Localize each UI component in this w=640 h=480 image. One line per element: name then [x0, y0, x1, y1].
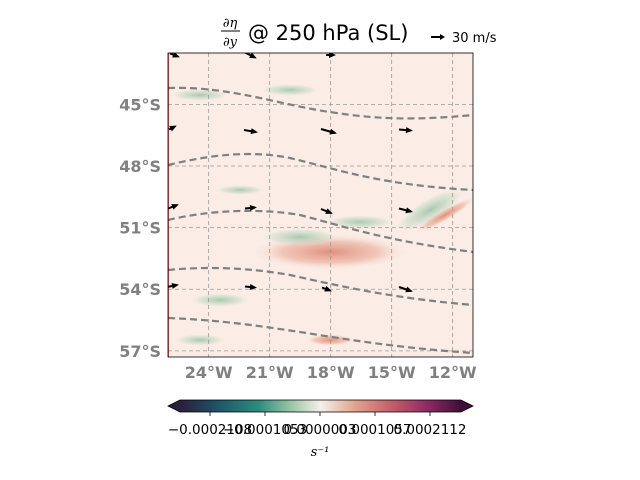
wind-arrow: [321, 285, 332, 292]
lon-tick-label: 18°W: [307, 363, 355, 382]
figure-title: ∂η ∂y @ 250 hPa (SL): [221, 16, 408, 50]
wind-arrow: [320, 208, 333, 214]
colorbar-unit: s⁻¹: [311, 445, 330, 460]
lon-tick-label: 12°W: [429, 363, 477, 382]
contour-line: [168, 316, 473, 355]
gridlines: [168, 53, 473, 357]
lat-tick-label: 45°S: [119, 95, 161, 114]
wind-arrow: [398, 207, 413, 214]
lat-tick-label: 51°S: [119, 219, 161, 238]
colorbar-tick-label: −0.0002108: [168, 422, 252, 438]
positive-anomaly: [305, 334, 355, 346]
title-numerator: ∂η: [223, 16, 238, 31]
contour-line: [168, 152, 473, 192]
title-denominator: ∂y: [223, 35, 238, 50]
lon-tick-label: 21°W: [246, 363, 294, 382]
contour-line: [168, 209, 473, 254]
colorbar-extend-low: [168, 400, 180, 412]
wind-arrow: [168, 125, 177, 132]
colorbar: −0.0002108−0.00010530.00000030.00010570.…: [167, 399, 474, 460]
wind-arrow: [243, 128, 258, 135]
wind-arrow: [398, 286, 413, 293]
quiver-key: 30 m/s: [431, 31, 497, 46]
positive-anomaly: [414, 196, 473, 234]
lon-tick-label: 24°W: [185, 363, 233, 382]
colorbar-tick-label: 0.0002112: [393, 422, 466, 438]
wind-arrow: [244, 284, 257, 290]
wind-arrow: [326, 53, 336, 58]
lon-axis: 24°W 21°W 18°W 15°W 12°W: [185, 363, 477, 382]
negative-anomaly: [170, 89, 230, 101]
colorbar-tick-label: 0.0001057: [338, 422, 411, 438]
colorbar-tick-label: 0.0000003: [283, 422, 356, 438]
negative-anomaly: [260, 84, 320, 96]
colorbar-ticks: −0.0002108−0.00010530.00000030.00010570.…: [168, 412, 467, 438]
wind-arrow: [398, 127, 413, 134]
negative-anomaly: [325, 215, 395, 229]
contours: [168, 86, 473, 355]
wind-arrow: [320, 128, 337, 135]
lat-tick-label: 57°S: [119, 342, 161, 361]
quiver-key-label: 30 m/s: [452, 31, 497, 46]
colorbar-bar: [180, 400, 461, 412]
map-frame: [167, 52, 474, 358]
negative-anomaly: [260, 228, 340, 246]
negative-anomaly: [175, 334, 225, 346]
lat-tick-label: 54°S: [119, 280, 161, 299]
title-text: @ 250 hPa (SL): [248, 21, 408, 45]
lat-axis: 45°S 48°S 51°S 54°S 57°S: [119, 95, 161, 360]
wind-arrow: [169, 53, 180, 58]
contour-line: [168, 266, 473, 307]
negative-anomaly: [215, 185, 265, 195]
map-panel: [168, 53, 473, 357]
wind-arrow: [244, 205, 257, 211]
negative-anomaly: [394, 187, 466, 233]
colorbar-tick-label: −0.0001053: [223, 422, 307, 438]
lat-tick-label: 48°S: [119, 157, 161, 176]
negative-anomaly: [190, 293, 250, 307]
colorbar-extend-high: [461, 400, 473, 412]
lon-tick-label: 15°W: [368, 363, 416, 382]
